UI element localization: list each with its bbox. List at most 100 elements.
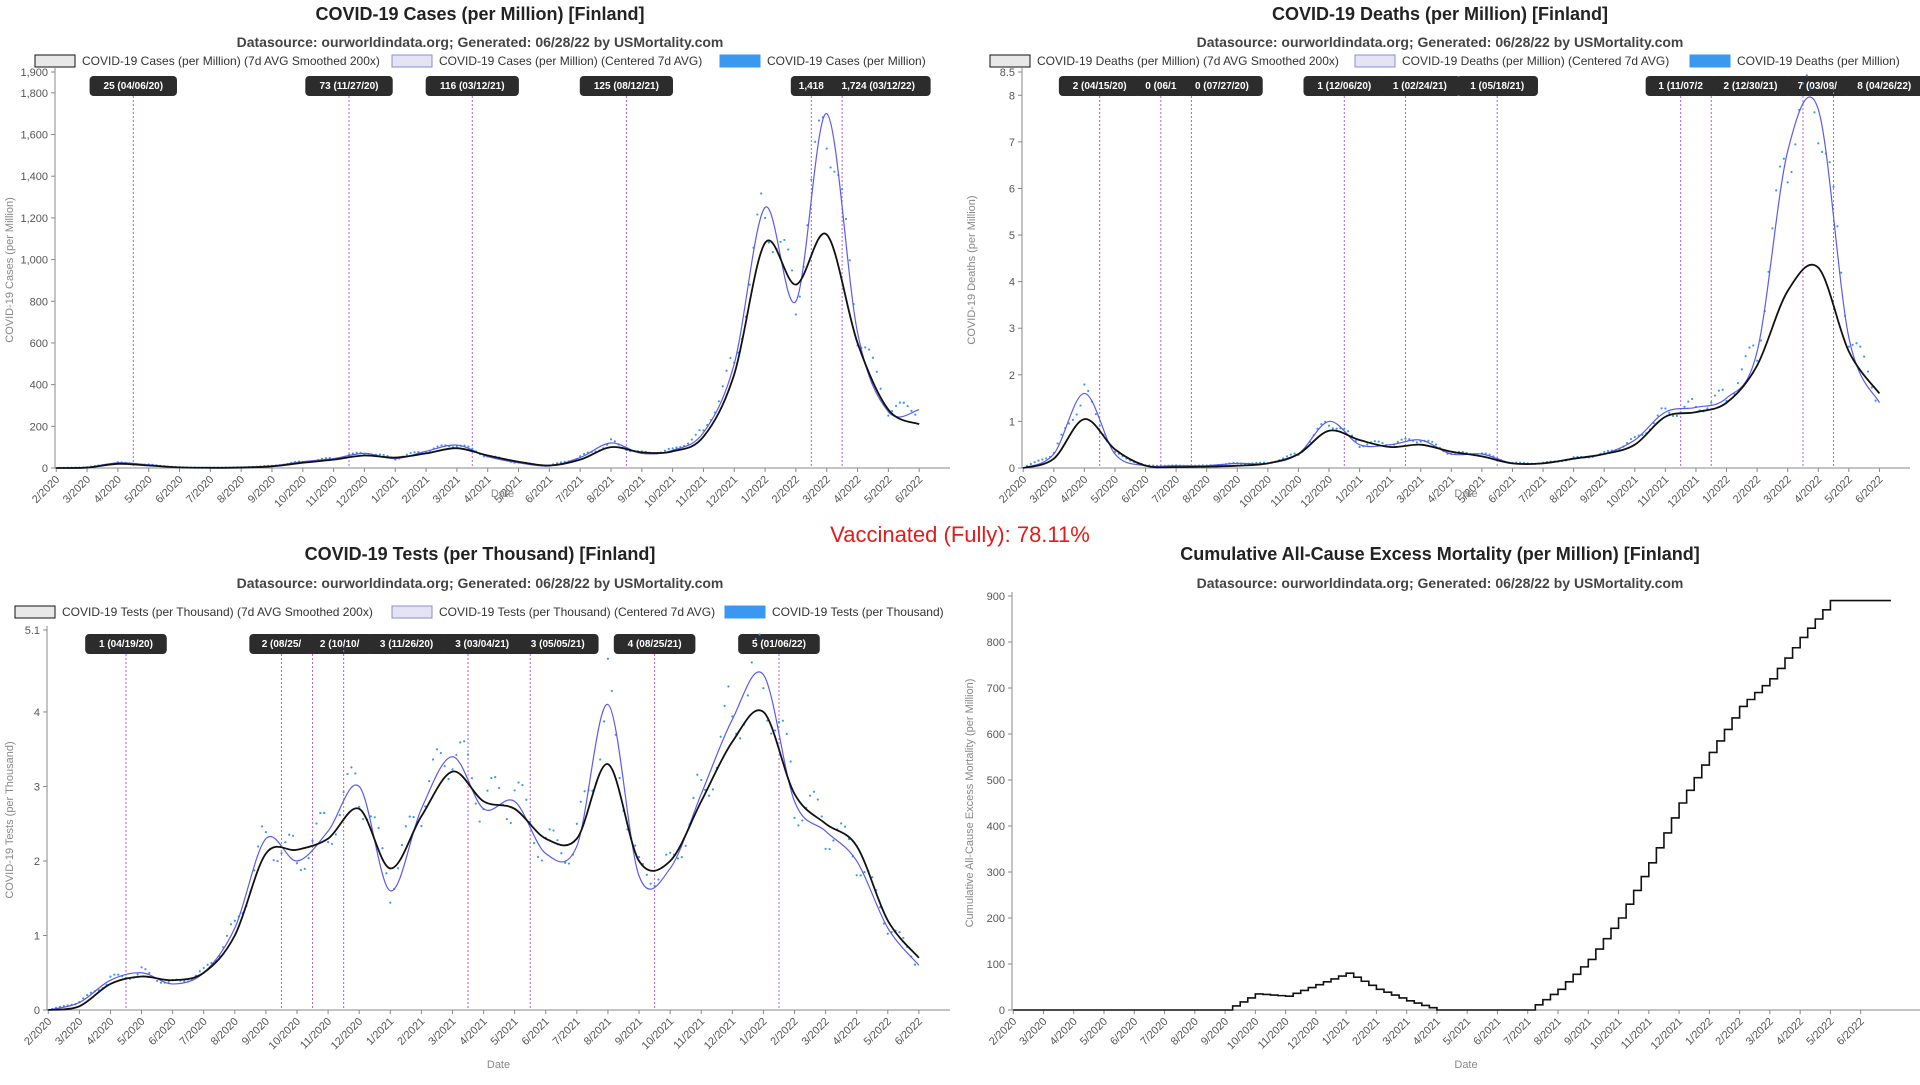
raw-point xyxy=(789,760,792,763)
annotation-label: 1 (12/06/20) xyxy=(1317,81,1371,92)
annotation-marker[interactable]: 1 (05/18/21) xyxy=(1456,76,1538,96)
raw-point xyxy=(898,401,902,404)
annotation-marker[interactable]: 1 (04/19/20) xyxy=(85,634,167,654)
raw-point xyxy=(855,874,858,877)
annotation-marker[interactable]: 0 (06/1 xyxy=(1134,76,1188,96)
raw-point xyxy=(645,873,648,876)
legend-entry[interactable]: COVID-19 Tests (per Thousand) xyxy=(772,605,944,619)
x-tick-label: 4/2021 xyxy=(1411,1016,1443,1048)
annotation-marker[interactable]: 2 (08/25/ xyxy=(249,634,314,654)
raw-point xyxy=(867,348,871,351)
y-tick-label: 400 xyxy=(30,380,48,392)
raw-point xyxy=(1744,355,1747,358)
raw-point xyxy=(396,867,400,870)
legend-entry[interactable]: COVID-19 Deaths (per Million) xyxy=(1737,54,1900,68)
raw-point xyxy=(466,753,470,756)
x-tick-label: 11/2021 xyxy=(1635,474,1671,510)
annotation-marker[interactable]: 3 (03/04/21) xyxy=(441,634,523,654)
raw-point xyxy=(470,777,474,780)
x-tick-label: 8/2021 xyxy=(585,474,617,506)
raw-point xyxy=(424,805,427,808)
raw-point xyxy=(405,453,408,456)
raw-point xyxy=(284,841,287,844)
raw-point xyxy=(1381,442,1384,445)
raw-point xyxy=(548,828,551,831)
legend-entry[interactable]: COVID-19 Cases (per Million) (7d AVG Smo… xyxy=(82,54,380,68)
annotation-marker[interactable]: 1,418 xyxy=(790,76,832,96)
annotation-marker[interactable]: 2 (10/10/ xyxy=(307,634,372,654)
legend-entry[interactable]: COVID-19 Cases (per Million) xyxy=(767,54,926,68)
raw-point xyxy=(1045,457,1048,460)
x-tick-label: 8/2020 xyxy=(1181,474,1213,506)
legend-entry[interactable]: COVID-19 Cases (per Million) (Centered 7… xyxy=(439,54,702,68)
raw-point xyxy=(1752,344,1755,347)
raw-point xyxy=(719,735,722,738)
raw-point xyxy=(1786,181,1789,184)
raw-point xyxy=(474,802,477,805)
x-tick-label: 4/2021 xyxy=(1425,474,1457,506)
raw-point xyxy=(1801,82,1805,85)
annotation-marker[interactable]: 1 (02/24/21) xyxy=(1379,76,1461,96)
annotation-marker[interactable]: 1 (12/06/20) xyxy=(1303,76,1386,96)
annotation-box xyxy=(790,76,832,96)
raw-point xyxy=(844,217,848,221)
legend-entry[interactable]: COVID-19 Deaths (per Million) (Centered … xyxy=(1402,54,1669,68)
raw-point xyxy=(440,444,443,447)
annotation-marker[interactable]: 4 (08/25/21) xyxy=(613,634,696,654)
raw-point xyxy=(326,841,330,844)
raw-point xyxy=(767,241,771,244)
annotation-label: 73 (11/27/20) xyxy=(320,81,379,92)
raw-point xyxy=(1071,418,1075,421)
y-tick-label: 4 xyxy=(1009,277,1015,289)
legend-entry[interactable]: COVID-19 Tests (per Thousand) (7d AVG Sm… xyxy=(62,605,373,619)
chart-svg: Cumulative All-Cause Excess Mortality (p… xyxy=(964,544,1920,1071)
raw-point xyxy=(1434,443,1438,446)
annotation-marker[interactable]: 8 (04/26/22) xyxy=(1843,76,1920,96)
x-tick-label: 1/2022 xyxy=(1700,474,1732,506)
raw-point xyxy=(801,819,804,822)
raw-point xyxy=(816,798,819,801)
raw-point xyxy=(1790,170,1793,174)
raw-point xyxy=(696,773,699,776)
annotation-label: 3 (11/26/20) xyxy=(380,639,433,650)
annotation-marker[interactable]: 3 (11/26/20) xyxy=(365,634,448,654)
raw-point xyxy=(373,816,376,819)
raw-point xyxy=(276,859,279,863)
annotation-marker[interactable]: 25 (04/06/20) xyxy=(89,76,177,96)
annotation-box xyxy=(1303,76,1386,96)
annotation-marker[interactable]: 116 (03/12/21) xyxy=(425,76,519,96)
annotation-marker[interactable]: 2 (04/15/20) xyxy=(1058,76,1141,96)
x-tick-label: 5/2022 xyxy=(862,1016,894,1048)
raw-point xyxy=(540,859,543,862)
raw-point xyxy=(1335,427,1338,430)
raw-point xyxy=(324,457,328,460)
chart-subtitle: Datasource: ourworldindata.org; Generate… xyxy=(1197,575,1684,591)
annotation-marker[interactable]: 5 (01/06/22) xyxy=(738,634,820,654)
raw-point xyxy=(1415,441,1419,444)
x-tick-label: 8/2021 xyxy=(1547,474,1579,506)
legend-entry[interactable]: COVID-19 Deaths (per Million) (7d AVG Sm… xyxy=(1037,54,1339,68)
raw-point xyxy=(1778,165,1782,168)
annotation-label: 8 (04/26/22) xyxy=(1857,81,1911,92)
raw-point xyxy=(667,447,670,450)
annotation-marker[interactable]: 7 (03/09/ xyxy=(1785,76,1850,96)
annotation-marker[interactable]: 2 (12/30/21) xyxy=(1709,76,1792,96)
x-tick-label: 6/2022 xyxy=(1853,474,1885,506)
legend-entry[interactable]: COVID-19 Tests (per Thousand) (Centered … xyxy=(439,605,715,619)
annotation-marker[interactable]: 3 (05/05/21) xyxy=(516,634,599,654)
raw-point xyxy=(1629,437,1633,441)
x-tick-label: 2/2022 xyxy=(1713,1016,1745,1048)
raw-point xyxy=(798,295,801,298)
raw-point xyxy=(1713,394,1717,397)
raw-point xyxy=(808,794,812,797)
annotation-marker[interactable]: 73 (11/27/20) xyxy=(305,76,393,96)
annotation-marker[interactable]: 125 (08/12/21) xyxy=(579,76,673,96)
annotation-marker[interactable]: 0 (07/27/20) xyxy=(1181,76,1263,96)
annotation-marker[interactable]: 1 (11/07/2 xyxy=(1645,76,1716,96)
y-tick-label: 900 xyxy=(987,591,1005,603)
raw-point xyxy=(311,839,314,842)
raw-point xyxy=(711,788,715,791)
raw-point xyxy=(1347,430,1350,433)
annotation-marker[interactable]: 1,724 (03/12/22) xyxy=(825,76,931,96)
x-tick-label: 5/2022 xyxy=(1823,474,1855,506)
